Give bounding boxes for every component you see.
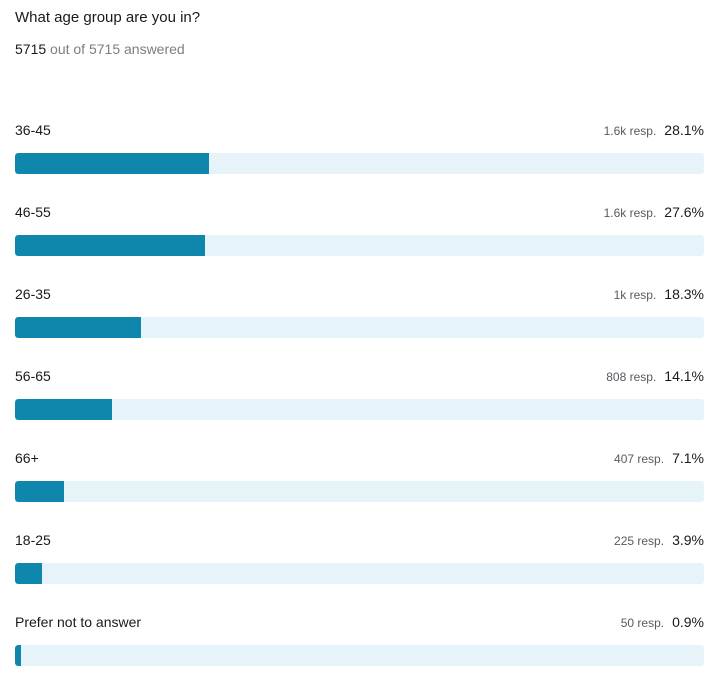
answer-option-row: 56-65 808 resp. 14.1% bbox=[15, 366, 704, 448]
answer-option-label: 66+ bbox=[15, 450, 39, 466]
answer-option-stats: 1.6k resp. 28.1% bbox=[604, 122, 704, 138]
percent-label: 18.3% bbox=[664, 286, 704, 302]
percent-label: 7.1% bbox=[672, 450, 704, 466]
bar-track bbox=[15, 645, 704, 666]
response-count-label: 225 resp. bbox=[614, 534, 665, 548]
bar-fill bbox=[15, 481, 64, 502]
answer-options-chart: 36-45 1.6k resp. 28.1% 46-55 1.6k resp. 27.6%… bbox=[15, 120, 704, 694]
answer-option-row: 26-35 1k resp. 18.3% bbox=[15, 284, 704, 366]
bar-fill bbox=[15, 153, 209, 174]
bar-fill bbox=[15, 235, 206, 256]
question-title: What age group are you in? bbox=[15, 9, 201, 26]
bar-fill bbox=[15, 563, 42, 584]
answer-option-stats: 1k resp. 18.3% bbox=[614, 286, 704, 302]
answer-option-row: 46-55 1.6k resp. 27.6% bbox=[15, 202, 704, 284]
answer-option-label: 46-55 bbox=[15, 204, 51, 220]
answer-option-label: 26-35 bbox=[15, 286, 51, 302]
answer-option-row: 66+ 407 resp. 7.1% bbox=[15, 448, 704, 530]
response-count-label: 407 resp. bbox=[614, 452, 665, 466]
response-count-label: 1k resp. bbox=[613, 288, 657, 302]
response-count-label: 1.6k resp. bbox=[603, 124, 657, 138]
bar-track bbox=[15, 153, 704, 174]
bar-track bbox=[15, 481, 704, 502]
answered-count: 5715 bbox=[15, 41, 47, 57]
answer-option-label: 36-45 bbox=[15, 122, 51, 138]
percent-label: 14.1% bbox=[664, 368, 704, 384]
bar-fill bbox=[15, 399, 113, 420]
bar-fill bbox=[15, 645, 22, 666]
percent-label: 0.9% bbox=[672, 614, 704, 630]
percent-label: 27.6% bbox=[664, 204, 704, 220]
answer-option-stats: 808 resp. 14.1% bbox=[606, 368, 704, 384]
answered-suffix: out of 5715 answered bbox=[50, 41, 185, 57]
bar-track bbox=[15, 317, 704, 338]
percent-label: 3.9% bbox=[672, 532, 704, 548]
answer-option-stats: 225 resp. 3.9% bbox=[614, 532, 704, 548]
response-count-label: 1.6k resp. bbox=[603, 206, 657, 220]
bar-track bbox=[15, 399, 704, 420]
answer-option-stats: 1.6k resp. 27.6% bbox=[604, 204, 704, 220]
answer-option-row: 36-45 1.6k resp. 28.1% bbox=[15, 120, 704, 202]
answer-option-label: 18-25 bbox=[15, 532, 51, 548]
response-count-label: 808 resp. bbox=[606, 370, 657, 384]
answer-option-stats: 50 resp. 0.9% bbox=[621, 614, 704, 630]
answer-option-label: Prefer not to answer bbox=[15, 614, 142, 630]
answer-option-row: Prefer not to answer 50 resp. 0.9% bbox=[15, 612, 704, 694]
answer-option-row: 18-25 225 resp. 3.9% bbox=[15, 530, 704, 612]
answer-option-stats: 407 resp. 7.1% bbox=[614, 450, 704, 466]
bar-track bbox=[15, 563, 704, 584]
answer-option-label: 56-65 bbox=[15, 368, 51, 384]
bar-fill bbox=[15, 317, 142, 338]
answered-summary: 5715 out of 5715 answered bbox=[15, 41, 185, 57]
bar-track bbox=[15, 235, 704, 256]
response-count-label: 50 resp. bbox=[620, 616, 665, 630]
percent-label: 28.1% bbox=[664, 122, 704, 138]
